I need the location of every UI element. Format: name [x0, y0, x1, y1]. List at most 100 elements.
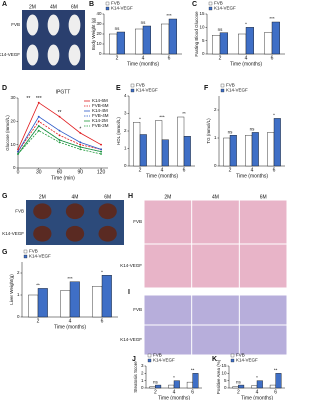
panel-letter: J: [132, 356, 136, 363]
y-tick-label: 5: [202, 38, 205, 43]
y-tick-label: 1: [214, 135, 217, 140]
bar: [155, 120, 163, 167]
x-tick-label: 4: [173, 389, 176, 395]
legend-swatch: [230, 353, 235, 358]
x-tick-label: 30: [36, 169, 42, 175]
y-tick-label: 0: [202, 51, 205, 56]
y-tick-label: 20: [10, 119, 16, 124]
significance: ***: [67, 276, 73, 281]
y-tick-label: 2: [124, 128, 127, 133]
x-tick-label: 4: [69, 318, 72, 324]
point: [79, 146, 82, 148]
photo-cell: [192, 244, 239, 288]
y-axis-label: Steatosis Score: [133, 361, 138, 393]
y-tick-label: 3: [141, 363, 144, 368]
legend-swatch: [105, 6, 110, 11]
photo-object: [65, 225, 85, 242]
legend-swatch: [130, 83, 135, 88]
bar: [139, 134, 147, 167]
row-label: K14-VEGF: [0, 52, 20, 57]
point: [17, 148, 19, 151]
y-tick-label: 0: [124, 163, 127, 168]
legend-swatch: [220, 83, 225, 88]
x-axis-label: Time (months): [54, 324, 86, 330]
y-tick-label: 20: [96, 31, 102, 36]
x-tick-label: 90: [78, 169, 84, 175]
y-axis-label: TG (mmol/L): [206, 118, 211, 144]
y-tick-label: 0: [13, 165, 16, 170]
legend-label: K14-VEGF: [226, 88, 248, 93]
y-tick-label: 10: [221, 371, 227, 376]
x-tick-label: 6: [271, 55, 274, 61]
significance: ***: [36, 96, 42, 102]
significance: **: [191, 368, 195, 373]
legend-label: FVB: [111, 1, 120, 6]
photo-object: [98, 203, 117, 220]
significance: ns: [236, 379, 242, 384]
y-tick-label: 2: [17, 270, 20, 275]
photo-cell: [144, 325, 192, 355]
y-tick-label: 0: [224, 385, 227, 390]
photo-object: [26, 44, 39, 66]
panel-letter: A: [2, 1, 7, 8]
legend-label: K14-4M: [92, 108, 108, 113]
legend-swatch: [23, 249, 28, 254]
legend-label: FVB: [226, 83, 235, 88]
y-tick-label: 1: [124, 146, 127, 151]
bar: [264, 32, 273, 55]
bar: [101, 275, 112, 318]
x-tick-label: 60: [57, 169, 63, 175]
legend-swatch: [130, 88, 135, 93]
bar: [245, 27, 255, 55]
bar: [251, 385, 258, 389]
photo-object: [33, 225, 52, 242]
column-label: 2M: [39, 194, 46, 200]
point: [37, 101, 40, 104]
x-tick-label: 6: [101, 318, 104, 324]
bar: [211, 35, 221, 55]
x-tick-label: 4: [251, 167, 254, 173]
legend-label: FVB: [29, 249, 38, 254]
legend-swatch: [230, 358, 235, 363]
point: [100, 143, 102, 146]
bar: [177, 116, 185, 167]
x-tick-label: 6: [273, 167, 276, 173]
significance: **: [182, 111, 186, 116]
row-label: FVB: [133, 307, 142, 312]
legend-swatch: [23, 254, 28, 259]
legend-label: FVB: [214, 1, 223, 6]
x-tick-label: 4: [256, 389, 259, 395]
bar: [271, 21, 281, 55]
point: [58, 134, 61, 137]
y-tick-label: 1: [141, 378, 144, 383]
y-axis-label: HDL (mmol/L): [116, 117, 121, 145]
panel-letter: E: [116, 85, 121, 92]
bar: [161, 139, 169, 167]
x-tick-label: 2: [237, 389, 240, 395]
photo-cell: [239, 200, 287, 244]
x-tick-label: 2: [139, 167, 142, 173]
y-axis-label: Fasting Blood Glucose: [194, 11, 199, 57]
chart-title: IPGTT: [56, 89, 71, 95]
bar: [232, 386, 239, 389]
bar: [60, 290, 71, 318]
panel-letter: H: [128, 193, 133, 200]
legend-swatch: [105, 1, 110, 6]
column-label: 6M: [260, 194, 267, 200]
point: [37, 129, 40, 132]
bar: [168, 384, 175, 389]
bar: [192, 373, 199, 389]
legend-label: K14-VEGF: [136, 88, 158, 93]
point: [100, 148, 102, 151]
significance: *: [79, 126, 81, 132]
point: [58, 129, 61, 132]
significance: *: [273, 113, 275, 118]
significance: *: [245, 22, 247, 27]
photo-object: [47, 14, 60, 36]
x-tick-label: 6: [183, 167, 186, 173]
bar: [28, 294, 39, 318]
photo-cell: [144, 200, 192, 244]
x-axis-label: Time (months): [236, 173, 268, 179]
legend-label: K14-2M: [92, 118, 108, 123]
bar: [237, 33, 247, 55]
